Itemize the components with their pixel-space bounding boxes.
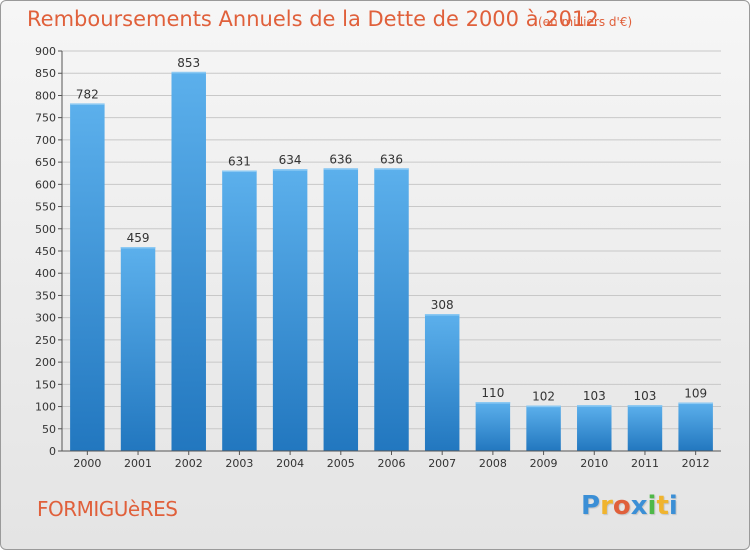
data-label: 782: [76, 87, 99, 101]
y-tick-label: 500: [35, 223, 56, 236]
bar[interactable]: [424, 314, 460, 451]
x-tick-label: 2005: [327, 457, 355, 470]
bar[interactable]: [120, 247, 156, 451]
y-tick-label: 750: [35, 112, 56, 125]
bar[interactable]: [222, 170, 257, 452]
logo-letter: P: [581, 491, 601, 521]
data-label: 308: [431, 298, 454, 312]
data-labels: 782 459 853 631 634 636 636 308 110 102 103 103 109: [76, 56, 707, 404]
x-tick-label: 2002: [175, 457, 203, 470]
y-tick-label: 0: [49, 445, 56, 458]
bar[interactable]: [70, 103, 105, 451]
data-label: 109: [684, 387, 707, 401]
x-tick-label: 2001: [124, 457, 152, 470]
logo-letter: r: [600, 491, 613, 521]
y-tick-label: 100: [35, 401, 56, 414]
x-tick-label: 2008: [479, 457, 507, 470]
proxiti-logo[interactable]: Proxiti: [581, 491, 678, 521]
y-tick-label: 350: [35, 289, 56, 302]
bar[interactable]: [627, 405, 663, 451]
bar[interactable]: [475, 402, 511, 451]
commune-name: FORMIGUèRES: [37, 497, 178, 521]
bar-highlight: [120, 247, 156, 249]
y-tick-label: 800: [35, 89, 56, 102]
data-label: 102: [532, 390, 555, 404]
bar-highlight: [627, 405, 663, 407]
logo-letter: i: [668, 491, 678, 521]
data-label: 634: [279, 153, 302, 167]
y-tick-label: 250: [35, 334, 56, 347]
bar[interactable]: [171, 71, 206, 451]
y-tick-label: 600: [35, 178, 56, 191]
bar-highlight: [577, 405, 612, 407]
logo-letter: i: [647, 491, 657, 521]
data-label: 103: [583, 389, 606, 403]
bar-highlight: [171, 71, 206, 74]
data-label: 459: [127, 231, 150, 245]
bar[interactable]: [577, 405, 612, 451]
y-tick-label: 650: [35, 156, 56, 169]
chart-subtitle: (en milliers d'€): [538, 15, 633, 29]
bar-highlight: [424, 314, 460, 316]
x-tick-label: 2006: [378, 457, 406, 470]
logo-letter: t: [656, 491, 669, 521]
axes: 0 50 100 150 200 250 300 350 400 450 500 550 600 650 7…: [35, 45, 721, 470]
y-tick-label: 150: [35, 378, 56, 391]
chart-title: Remboursements Annuels de la Dette de 20…: [27, 7, 599, 31]
logo-letter: o: [612, 491, 631, 521]
logo-letter: x: [630, 491, 648, 521]
x-tick-label: 2011: [631, 457, 659, 470]
data-label: 636: [329, 152, 352, 166]
bar[interactable]: [678, 402, 713, 451]
bar-highlight: [272, 169, 308, 171]
bar-highlight: [70, 103, 105, 105]
bar-highlight: [475, 402, 511, 404]
data-label: 110: [481, 386, 504, 400]
y-tick-label: 450: [35, 245, 56, 258]
data-label: 853: [177, 56, 200, 70]
y-tick-label: 400: [35, 267, 56, 280]
x-tick-label: 2009: [530, 457, 558, 470]
bar-highlight: [526, 405, 561, 408]
bar-highlight: [323, 168, 359, 170]
bar[interactable]: [323, 168, 359, 452]
y-tick-label: 200: [35, 356, 56, 369]
y-tick-label: 900: [35, 45, 56, 58]
bar-highlight: [222, 170, 257, 173]
y-tick-label: 700: [35, 134, 56, 147]
data-label: 636: [380, 152, 403, 166]
y-tick-label: 300: [35, 312, 56, 325]
x-tick-label: 2010: [580, 457, 608, 470]
x-tick-label: 2000: [73, 457, 101, 470]
x-tick-label: 2012: [682, 457, 710, 470]
y-tick-label: 50: [42, 423, 56, 436]
x-tick-label: 2007: [428, 457, 456, 470]
bar[interactable]: [374, 168, 409, 452]
bars: [70, 71, 713, 452]
x-tick-label: 2003: [225, 457, 253, 470]
y-tick-label: 850: [35, 67, 56, 80]
bar[interactable]: [526, 405, 561, 451]
data-label: 103: [634, 389, 657, 403]
bar-highlight: [374, 168, 409, 170]
x-tick-label: 2004: [276, 457, 304, 470]
y-tick-label: 550: [35, 201, 56, 214]
bar[interactable]: [272, 169, 308, 451]
data-label: 631: [228, 155, 251, 169]
bar-highlight: [678, 402, 713, 405]
